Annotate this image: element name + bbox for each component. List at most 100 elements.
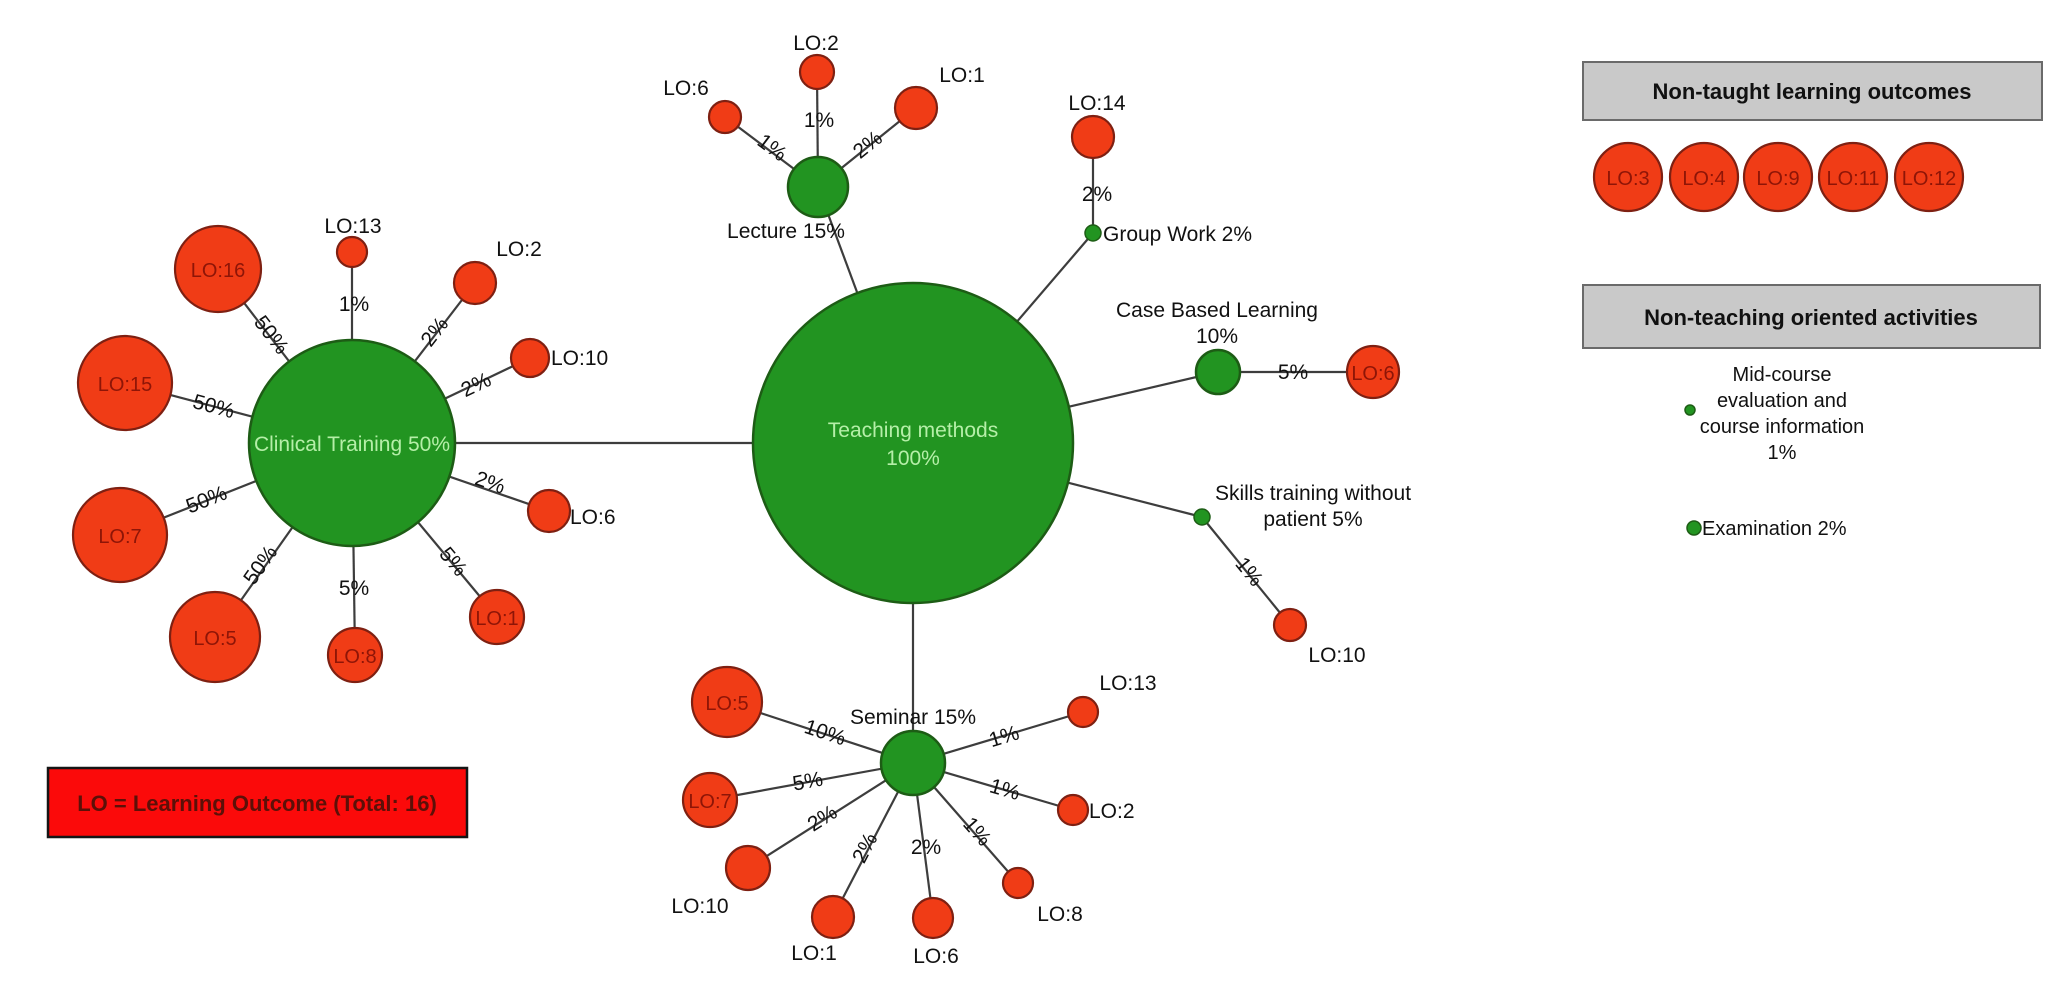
legend-circle-LO:4 xyxy=(1668,141,1740,213)
edge-label-seminar-s_lo7: 5% xyxy=(791,768,825,796)
edge-label-seminar-s_lo6: 2% xyxy=(911,836,941,859)
node-label-c_lo15: LO:15 xyxy=(98,374,152,396)
legend-circle-label: LO:11 xyxy=(1827,168,1880,190)
node-label-cbl: Case Based Learning xyxy=(1116,299,1318,322)
legend-non-teaching: Non-teaching oriented activities Mid-cou… xyxy=(1582,284,2041,540)
node-teaching xyxy=(751,281,1075,605)
node-label-c_lo13: LO:13 xyxy=(324,215,381,238)
node-label-c_lo5: LO:5 xyxy=(193,628,236,650)
edge-label-seminar-s_lo5: 10% xyxy=(801,715,848,750)
node-label-s_lo2: LO:2 xyxy=(1089,800,1135,823)
node-cbl_lo6 xyxy=(1345,344,1401,400)
edge-label-lecture-l_lo6: 1% xyxy=(753,129,791,166)
node-l_lo2 xyxy=(798,53,836,91)
node-c_lo8 xyxy=(326,626,384,684)
node-c_lo16 xyxy=(173,224,263,314)
node-label-sk_lo10: LO:10 xyxy=(1308,644,1365,667)
node-label-c_lo2: LO:2 xyxy=(496,238,542,261)
edge-label-seminar-s_lo10: 2% xyxy=(804,801,842,837)
edge-label-groupwork-lo14: 2% xyxy=(1082,183,1112,206)
node-label-groupwork: Group Work 2% xyxy=(1103,223,1252,246)
node-groupwork xyxy=(1084,224,1102,242)
legend-circle-label: LO:3 xyxy=(1606,168,1649,190)
node-label-lo14: LO:14 xyxy=(1068,92,1126,115)
edge-label-clinical-c_lo10: 2% xyxy=(458,368,495,402)
non-taught-circles: LO:3 LO:4 LO:9 LO:11 LO:12 xyxy=(1592,141,1965,213)
edge-label-clinical-c_lo5: 50% xyxy=(239,541,282,589)
edge-label-clinical-c_lo13: 1% xyxy=(339,293,369,316)
edge-label-clinical-c_lo8: 5% xyxy=(339,577,369,600)
legend-circle-label: LO:12 xyxy=(1902,168,1956,190)
edge-label-lecture-l_lo2: 1% xyxy=(804,109,834,132)
node-c_lo5 xyxy=(168,590,262,684)
node-c_lo6 xyxy=(526,488,572,534)
midcourse-label: Mid-course evaluation and course informati… xyxy=(1700,364,1865,464)
node-label-skills: Skills training without xyxy=(1215,482,1411,505)
node-sk_lo10 xyxy=(1272,607,1308,643)
edge-label-seminar-s_lo1: 2% xyxy=(848,829,882,867)
examination-dot xyxy=(1686,520,1702,536)
edge-seminar-s_lo7 xyxy=(709,761,914,802)
edge-label-clinical-c_lo7: 50% xyxy=(183,482,231,519)
node-label-s_lo6: LO:6 xyxy=(913,945,959,968)
edge-label-clinical-c_lo15: 50% xyxy=(190,390,237,423)
examination-label: Examination 2% xyxy=(1702,518,1847,540)
note-box xyxy=(46,766,469,839)
legend-circle-LO:3 xyxy=(1592,141,1664,213)
note-group: LO = Learning Outcome (Total: 16) xyxy=(46,766,469,839)
non-taught-legend-box xyxy=(1582,61,2043,121)
node-c_lo7 xyxy=(71,486,169,584)
edge-label-cbl-cbl_lo6: 5% xyxy=(1278,361,1308,384)
node-label-c_lo8: LO:8 xyxy=(333,646,376,668)
non-taught-legend-title: Non-taught learning outcomes xyxy=(1653,79,1972,104)
node-label-c_lo7: LO:7 xyxy=(98,526,141,548)
node-label-teaching: Teaching methods xyxy=(828,419,998,442)
node-label-s_lo1: LO:1 xyxy=(791,942,837,965)
node-l_lo6 xyxy=(707,99,743,135)
node-c_lo15 xyxy=(76,334,174,432)
node-label-s_lo13: LO:13 xyxy=(1099,672,1156,695)
node-c_lo10 xyxy=(509,337,551,379)
node-label-c_lo6: LO:6 xyxy=(570,506,616,529)
non-teaching-legend-title: Non-teaching oriented activities xyxy=(1644,305,1978,330)
node-clinical xyxy=(247,338,457,548)
node-label-s_lo10: LO:10 xyxy=(671,895,728,918)
node-label-cbl: 10% xyxy=(1196,325,1238,348)
legend-circle-LO:12 xyxy=(1893,141,1965,213)
legend-circle-label: LO:9 xyxy=(1756,168,1799,190)
legend-non-taught: Non-taught learning outcomes LO:3 LO:4 LO:… xyxy=(1582,61,2043,213)
node-c_lo2 xyxy=(452,260,498,306)
legend-circle-LO:9 xyxy=(1742,141,1814,213)
node-s_lo6 xyxy=(911,896,955,940)
node-c_lo1 xyxy=(468,588,526,646)
node-s_lo5 xyxy=(690,665,764,739)
legend-circle-label: LO:4 xyxy=(1682,168,1725,190)
node-label-c_lo1: LO:1 xyxy=(475,608,518,630)
node-seminar xyxy=(879,729,947,797)
edge-label-seminar-s_lo8: 1% xyxy=(958,813,995,851)
node-label-l_lo1: LO:1 xyxy=(939,64,985,87)
legend-circle-LO:11 xyxy=(1817,141,1889,213)
node-label-clinical: Clinical Training 50% xyxy=(254,433,450,456)
edge-skills-sk_lo10 xyxy=(1201,516,1291,626)
edge-label-seminar-s_lo13: 1% xyxy=(986,721,1022,752)
node-s_lo13 xyxy=(1066,695,1100,729)
node-l_lo1 xyxy=(893,85,939,131)
node-label-s_lo5: LO:5 xyxy=(705,693,748,715)
node-s_lo7 xyxy=(681,771,739,829)
node-c_lo13 xyxy=(335,235,369,269)
node-label-c_lo10: LO:10 xyxy=(551,347,608,370)
non-teaching-legend-box xyxy=(1582,284,2041,349)
node-label-skills: patient 5% xyxy=(1263,508,1362,531)
node-label-c_lo16: LO:16 xyxy=(191,260,245,282)
note-text: LO = Learning Outcome (Total: 16) xyxy=(77,791,437,816)
node-s_lo1 xyxy=(810,894,856,940)
node-label-l_lo6: LO:6 xyxy=(663,77,709,100)
node-s_lo2 xyxy=(1056,793,1090,827)
node-lo14 xyxy=(1070,114,1116,160)
edge-label-seminar-s_lo2: 1% xyxy=(987,774,1023,805)
midcourse-dot xyxy=(1684,404,1696,416)
node-s_lo8 xyxy=(1001,866,1035,900)
